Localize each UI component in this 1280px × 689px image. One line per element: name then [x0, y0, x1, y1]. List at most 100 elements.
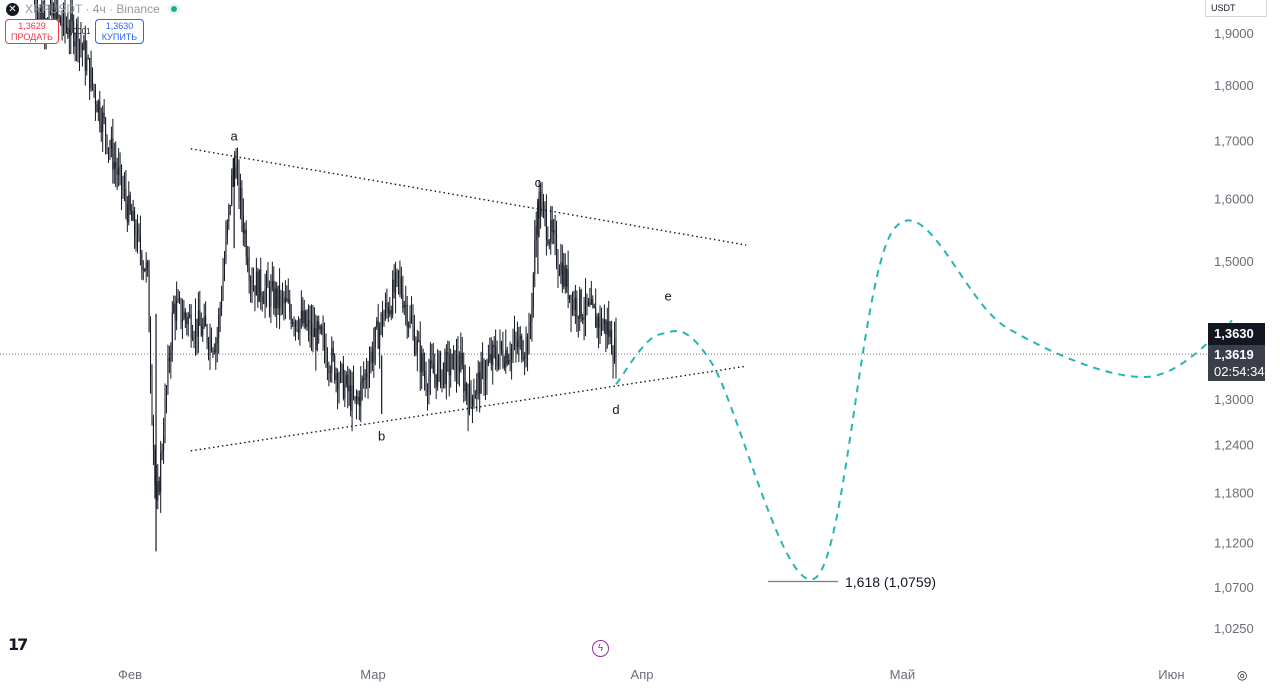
last-price-badge: 1,3630: [1208, 323, 1265, 345]
candle-body: [392, 279, 394, 315]
y-tick-label: 1,0250: [1214, 621, 1254, 636]
candle-body: [52, 9, 54, 17]
candle-body: [164, 398, 166, 438]
candle-body: [255, 271, 257, 296]
candle-body: [464, 383, 466, 392]
tradingview-logo-icon[interactable]: 𝟭𝟳: [8, 637, 28, 654]
candle-body: [279, 285, 281, 309]
candle-body: [374, 327, 376, 348]
candle-body: [238, 165, 240, 201]
candle-body: [329, 371, 331, 374]
currency-selector[interactable]: USDT: [1205, 0, 1267, 17]
candle-body: [487, 360, 489, 364]
candle-body: [138, 227, 140, 235]
candle-body: [225, 234, 227, 260]
candle-body: [460, 352, 462, 371]
candle-body: [64, 9, 66, 26]
candle-body: [316, 321, 318, 351]
candle-body: [360, 382, 362, 407]
candle-body: [561, 262, 563, 287]
candle-body: [78, 40, 80, 51]
candle-body: [576, 297, 578, 317]
close-icon[interactable]: ✕: [6, 2, 19, 16]
candle-body: [183, 311, 185, 320]
candle-body: [480, 361, 482, 394]
sell-button[interactable]: 1,3629 ПРОДАТЬ: [5, 19, 59, 44]
candle-body: [544, 204, 546, 212]
spread-value: 0,0001: [66, 27, 91, 36]
candle-body: [39, 5, 41, 14]
candle-body: [550, 219, 552, 242]
candle-body: [87, 58, 89, 60]
candle-body: [222, 276, 224, 299]
candle-body: [228, 205, 230, 222]
candlestick-series: [34, 0, 617, 552]
candle-body: [596, 316, 598, 328]
candle-body: [339, 365, 341, 381]
candle-body: [525, 337, 527, 357]
candle-body: [129, 195, 131, 211]
candle-body: [71, 13, 73, 22]
candle-body: [605, 319, 607, 335]
candle-body: [570, 295, 572, 312]
candle-body: [219, 307, 221, 316]
candle-body: [112, 137, 114, 170]
candle-body: [566, 268, 568, 287]
candle-body: [65, 25, 67, 29]
buy-button[interactable]: 1,3630 КУПИТЬ: [95, 19, 144, 44]
candle-body: [432, 363, 434, 374]
candle-body: [161, 450, 163, 454]
candle-body: [541, 201, 543, 216]
candle-body: [347, 374, 349, 392]
candle-body: [119, 165, 121, 168]
candle-body: [386, 302, 388, 308]
x-tick-label: Фев: [118, 667, 142, 682]
candle-body: [422, 353, 424, 372]
candle-body: [147, 261, 149, 269]
symbol-title[interactable]: XRPUSDT · 4ч · Binance: [25, 2, 160, 16]
candle-body: [441, 369, 443, 386]
candle-body: [260, 269, 262, 297]
candle-body: [61, 24, 63, 27]
candle-body: [587, 302, 589, 306]
candle-body: [296, 321, 298, 329]
candle-body: [145, 261, 147, 271]
candle-body: [281, 294, 283, 298]
candle-body: [241, 188, 243, 216]
candle-body: [49, 0, 51, 11]
candle-body: [250, 280, 252, 283]
candle-body: [242, 215, 244, 234]
candle-body: [364, 372, 366, 380]
candle-body: [136, 227, 138, 246]
candle-body: [435, 374, 437, 387]
candle-body: [338, 380, 340, 390]
candle-body: [283, 297, 285, 304]
candle-body: [384, 302, 386, 316]
candle-body: [173, 303, 175, 313]
y-tick-label: 1,8000: [1214, 78, 1254, 93]
candle-body: [479, 372, 481, 394]
candle-body: [434, 373, 436, 375]
candle-body: [405, 304, 407, 306]
y-tick-label: 1,1800: [1214, 485, 1254, 500]
candle-body: [614, 338, 616, 362]
candle-body: [38, 13, 40, 24]
candle-body: [165, 387, 167, 399]
candle-body: [210, 334, 212, 352]
candle-body: [126, 203, 128, 223]
candle-body: [563, 265, 565, 287]
candle-body: [297, 328, 299, 333]
settings-icon[interactable]: ◎: [1237, 668, 1248, 682]
candle-body: [567, 268, 569, 299]
candle-body: [223, 259, 225, 277]
candle-body: [276, 288, 278, 309]
candle-body: [245, 229, 247, 257]
candle-body: [585, 294, 587, 317]
candle-body: [148, 268, 150, 332]
lightning-icon[interactable]: ϟ: [592, 640, 609, 657]
candle-body: [534, 240, 536, 275]
candle-body: [41, 5, 43, 22]
candle-body: [355, 396, 357, 402]
candle-body: [267, 276, 269, 288]
